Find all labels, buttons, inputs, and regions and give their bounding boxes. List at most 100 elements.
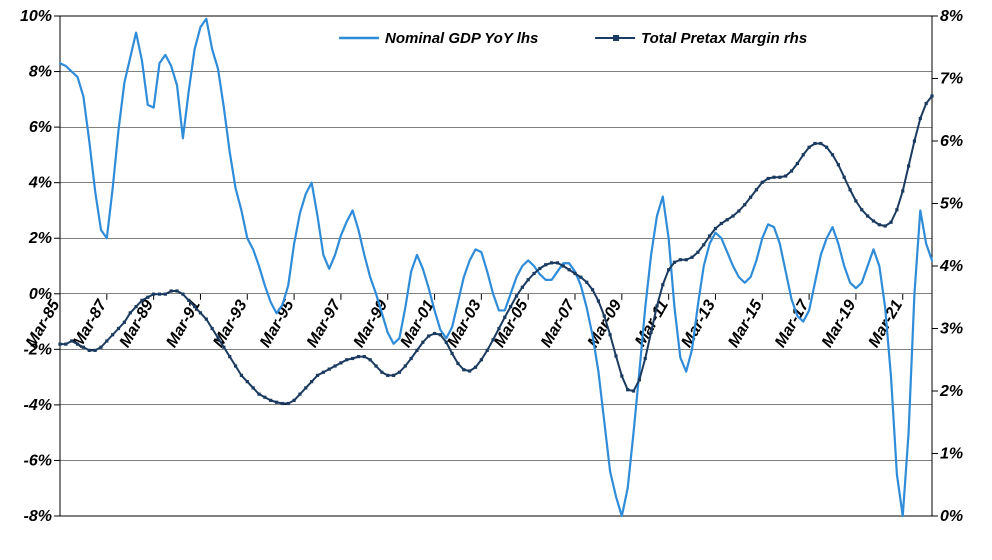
series-marker	[491, 338, 494, 341]
series-marker	[515, 294, 518, 297]
right-axis-label: 8%	[940, 8, 963, 25]
series-marker	[252, 386, 255, 389]
series-marker	[796, 162, 799, 165]
series-marker	[527, 278, 530, 281]
series-marker	[497, 327, 500, 330]
series-marker	[328, 368, 331, 371]
series-marker	[304, 386, 307, 389]
series-marker	[146, 296, 149, 299]
series-marker	[287, 402, 290, 405]
series-marker	[181, 293, 184, 296]
series-marker	[117, 327, 120, 330]
series-marker	[872, 219, 875, 222]
series-marker	[486, 349, 489, 352]
series-marker	[170, 289, 173, 292]
series-marker	[216, 336, 219, 339]
series-marker	[58, 343, 61, 346]
series-marker	[790, 169, 793, 172]
right-axis-label: 5%	[940, 196, 963, 213]
series-marker	[439, 333, 442, 336]
series-marker	[532, 272, 535, 275]
series-marker	[614, 354, 617, 357]
series-marker	[333, 364, 336, 367]
series-marker	[339, 361, 342, 364]
series-marker	[369, 358, 372, 361]
series-marker	[480, 358, 483, 361]
series-marker	[140, 299, 143, 302]
series-marker	[298, 393, 301, 396]
series-marker	[398, 371, 401, 374]
series-marker	[310, 380, 313, 383]
series-marker	[784, 174, 787, 177]
series-marker	[690, 256, 693, 259]
left-axis-label: -2%	[24, 341, 52, 358]
right-axis-label: 3%	[940, 321, 963, 338]
series-marker	[895, 208, 898, 211]
series-marker	[164, 293, 167, 296]
series-marker	[743, 203, 746, 206]
right-axis-label: 0%	[940, 508, 963, 525]
series-marker	[82, 346, 85, 349]
series-marker	[731, 214, 734, 217]
series-marker	[105, 339, 108, 342]
series-marker	[257, 393, 260, 396]
series-marker	[755, 188, 758, 191]
series-marker	[562, 264, 565, 267]
series-marker	[626, 388, 629, 391]
series-marker	[404, 364, 407, 367]
series-marker	[363, 355, 366, 358]
series-marker	[860, 208, 863, 211]
series-marker	[901, 189, 904, 192]
series-marker	[925, 102, 928, 105]
series-marker	[761, 181, 764, 184]
series-marker	[767, 177, 770, 180]
series-marker	[123, 321, 126, 324]
series-marker	[819, 142, 822, 145]
series-marker	[808, 146, 811, 149]
right-axis-label: 2%	[939, 383, 963, 400]
left-axis-label: -8%	[24, 508, 52, 525]
series-marker	[685, 258, 688, 261]
series-marker	[696, 251, 699, 254]
series-marker	[386, 374, 389, 377]
series-marker	[281, 402, 284, 405]
series-marker	[263, 396, 266, 399]
series-marker	[228, 355, 231, 358]
series-marker	[456, 362, 459, 365]
series-marker	[70, 339, 73, 342]
series-marker	[866, 214, 869, 217]
series-marker	[655, 304, 658, 307]
series-marker	[222, 346, 225, 349]
series-marker	[907, 164, 910, 167]
series-marker	[76, 343, 79, 346]
series-marker	[597, 299, 600, 302]
series-marker	[246, 380, 249, 383]
series-marker	[234, 364, 237, 367]
series-marker	[427, 334, 430, 337]
series-marker	[509, 305, 512, 308]
series-marker	[275, 401, 278, 404]
series-marker	[585, 281, 588, 284]
series-marker	[644, 357, 647, 360]
series-marker	[930, 94, 933, 97]
series-marker	[134, 305, 137, 308]
series-marker	[726, 218, 729, 221]
chart-container: Mar-85Mar-87Mar-89Mar-91Mar-93Mar-95Mar-…	[0, 0, 992, 560]
series-marker	[468, 369, 471, 372]
series-marker	[878, 223, 881, 226]
series-marker	[462, 368, 465, 371]
series-marker	[772, 176, 775, 179]
series-marker	[374, 364, 377, 367]
series-marker	[620, 374, 623, 377]
series-marker	[679, 258, 682, 261]
series-marker	[538, 267, 541, 270]
series-marker	[848, 188, 851, 191]
series-marker	[813, 142, 816, 145]
series-marker	[714, 227, 717, 230]
series-marker	[129, 311, 132, 314]
series-marker	[380, 371, 383, 374]
series-marker	[445, 341, 448, 344]
series-marker	[591, 288, 594, 291]
series-marker	[316, 374, 319, 377]
chart-svg: Mar-85Mar-87Mar-89Mar-91Mar-93Mar-95Mar-…	[0, 0, 992, 560]
